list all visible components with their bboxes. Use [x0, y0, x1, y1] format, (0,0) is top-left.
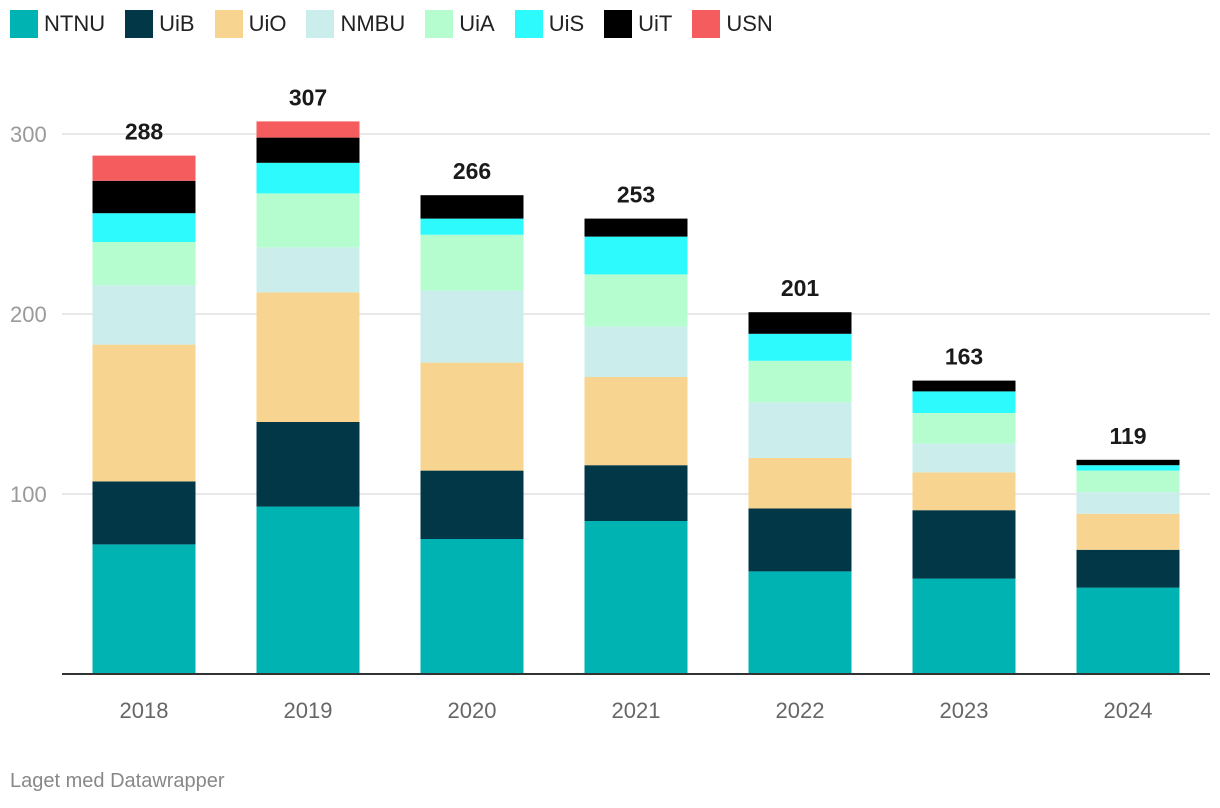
bar-segment-ntnu-2023 — [912, 578, 1016, 674]
legend: NTNU UiB UiO NMBU UiA UiS UiT USN — [10, 10, 793, 38]
bar-segment-uis-2023 — [912, 391, 1016, 413]
bar-segment-uia-2024 — [1076, 470, 1180, 493]
total-label-2023: 163 — [945, 344, 983, 370]
stacked-bar-chart: 100 200 300 288 2018 307 2019 266 2020 253 2021 201… — [10, 84, 1210, 723]
legend-item-usn: USN — [692, 10, 773, 38]
bar-segment-uio-2023 — [912, 472, 1016, 511]
x-tick-label-2023: 2023 — [940, 698, 989, 723]
bar-segment-nmbu-2020 — [420, 290, 524, 363]
bar-segment-nmbu-2023 — [912, 443, 1016, 473]
legend-label: NTNU — [44, 11, 106, 36]
bar-segment-ntnu-2021 — [584, 521, 688, 674]
legend-item-uib: UiB — [125, 10, 195, 38]
x-tick-label-2022: 2022 — [776, 698, 825, 723]
bar-segment-uit-2022 — [748, 312, 852, 334]
bar-segment-uib-2022 — [748, 508, 852, 572]
bar-segment-nmbu-2018 — [92, 285, 196, 345]
legend-label: UiA — [459, 11, 495, 36]
bar-segment-uio-2021 — [584, 377, 688, 466]
bar-segment-nmbu-2022 — [748, 402, 852, 458]
bar-segment-nmbu-2019 — [256, 247, 360, 293]
bar-segment-uib-2024 — [1076, 549, 1180, 588]
legend-item-uia: UiA — [425, 10, 495, 38]
bar-segment-ntnu-2022 — [748, 571, 852, 674]
legend-label: NMBU — [340, 11, 406, 36]
legend-swatch — [425, 10, 454, 38]
legend-item-uio: UiO — [214, 10, 287, 38]
bar-segment-uit-2020 — [420, 195, 524, 219]
bar-segment-ntnu-2018 — [92, 544, 196, 674]
bar-segment-uis-2018 — [92, 213, 196, 242]
bar-segment-uia-2022 — [748, 360, 852, 403]
bar-segment-uis-2024 — [1076, 465, 1180, 471]
bar-segment-uit-2024 — [1076, 459, 1180, 466]
total-label-2019: 307 — [289, 84, 327, 110]
x-tick-label-2018: 2018 — [120, 698, 169, 723]
legend-swatch — [214, 10, 243, 38]
bar-segment-uib-2023 — [912, 510, 1016, 579]
bar-segment-uia-2023 — [912, 413, 1016, 444]
bar-segment-uio-2019 — [256, 292, 360, 422]
legend-item-uit: UiT — [604, 10, 672, 38]
y-tick-label: 300 — [10, 122, 47, 147]
x-tick-label-2024: 2024 — [1104, 698, 1153, 723]
bar-segment-uit-2018 — [92, 180, 196, 214]
total-label-2021: 253 — [617, 182, 655, 208]
legend-item-uis: UiS — [514, 10, 585, 38]
legend-item-ntnu: NTNU — [10, 10, 105, 38]
legend-item-nmbu: NMBU — [306, 10, 405, 38]
bar-segment-uia-2020 — [420, 234, 524, 291]
bar-segment-uia-2019 — [256, 193, 360, 248]
bar-segment-uio-2018 — [92, 344, 196, 482]
x-tick-label-2020: 2020 — [448, 698, 497, 723]
legend-label: UiO — [248, 11, 287, 36]
legend-swatch — [306, 10, 335, 38]
legend-label: UiT — [638, 11, 673, 36]
total-label-2020: 266 — [453, 158, 491, 184]
bar-segment-nmbu-2021 — [584, 326, 688, 377]
bar-segment-ntnu-2020 — [420, 539, 524, 674]
y-tick-label: 100 — [10, 482, 47, 507]
total-label-2022: 201 — [781, 275, 820, 301]
bar-segment-uio-2020 — [420, 362, 524, 471]
bar-segment-usn-2018 — [92, 155, 196, 181]
bar-segment-uio-2024 — [1076, 513, 1180, 550]
bar-segment-uib-2018 — [92, 481, 196, 545]
x-tick-label-2019: 2019 — [284, 698, 333, 723]
bar-segment-uia-2018 — [92, 242, 196, 286]
bar-segment-uia-2021 — [584, 274, 688, 327]
legend-label: UiS — [548, 11, 585, 36]
bar-segment-uit-2019 — [256, 137, 360, 163]
bar-segment-uio-2022 — [748, 458, 852, 509]
bar-segment-uib-2021 — [584, 465, 688, 521]
footer-credit: Laget med Datawrapper — [10, 770, 225, 792]
legend-label: USN — [726, 11, 773, 36]
bar-segment-ntnu-2019 — [256, 506, 360, 674]
bar-segment-uis-2022 — [748, 333, 852, 361]
total-label-2018: 288 — [125, 119, 164, 145]
bar-segment-uit-2021 — [584, 218, 688, 237]
bar-segment-uis-2021 — [584, 236, 688, 275]
bar-segment-nmbu-2024 — [1076, 492, 1180, 514]
y-tick-label: 200 — [10, 302, 47, 327]
bar-segment-uis-2019 — [256, 162, 360, 194]
legend-swatch — [514, 10, 543, 38]
total-label-2024: 119 — [1109, 423, 1146, 449]
bar-segment-ntnu-2024 — [1076, 587, 1180, 674]
bar-segment-uit-2023 — [912, 380, 1016, 392]
bar-segment-usn-2019 — [256, 121, 360, 138]
legend-swatch — [692, 10, 721, 38]
legend-swatch — [10, 10, 38, 38]
x-tick-label-2021: 2021 — [612, 698, 661, 723]
bar-segment-uib-2019 — [256, 422, 360, 507]
legend-label: UiB — [159, 11, 195, 36]
bar-segment-uis-2020 — [420, 218, 524, 235]
legend-swatch — [604, 10, 633, 38]
bar-segment-uib-2020 — [420, 470, 524, 539]
legend-swatch — [125, 10, 154, 38]
